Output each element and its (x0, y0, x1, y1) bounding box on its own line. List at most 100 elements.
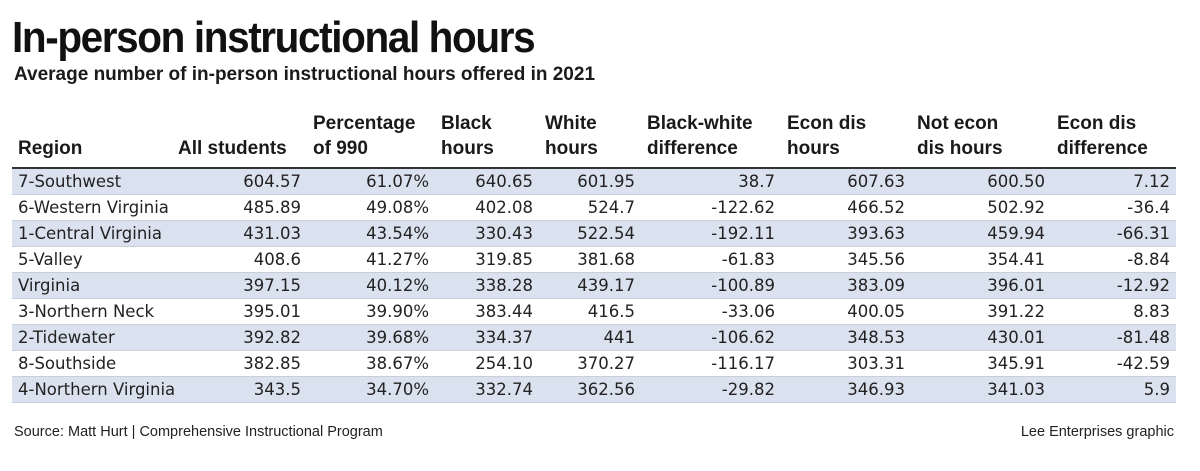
cell-black-white-difference: -29.82 (641, 376, 781, 403)
cell-econ-dis-difference: -42.59 (1051, 350, 1176, 377)
header-region: Region (12, 106, 172, 169)
cell-region: 2-Tidewater (12, 324, 172, 351)
cell-all-students: 392.82 (172, 324, 307, 351)
source-note: Source: Matt Hurt | Comprehensive Instru… (14, 424, 383, 440)
cell-econ-dis-hours: 393.63 (781, 220, 911, 247)
cell-region: 4-Northern Virginia (12, 376, 175, 403)
header-not-econ-dis-hours: Not econ dis hours (911, 106, 1051, 169)
cell-region: 8-Southside (12, 350, 172, 377)
cell-black-white-difference: -106.62 (641, 324, 781, 351)
cell-black-white-difference: -33.06 (641, 298, 781, 325)
cell-not-econ-dis-hours: 430.01 (911, 324, 1051, 351)
graphic-credit: Lee Enterprises graphic (1020, 424, 1174, 440)
cell-black-hours: 254.10 (435, 350, 539, 377)
cell-not-econ-dis-hours: 502.92 (911, 194, 1051, 221)
header-econ-dis-difference: Econ dis difference (1051, 106, 1176, 169)
cell-percentage: 49.08% (307, 194, 435, 221)
cell-region: Virginia (12, 272, 172, 299)
cell-percentage: 61.07% (307, 168, 435, 195)
header-econ-dis-hours: Econ dis hours (781, 106, 911, 169)
cell-region: 6-Western Virginia (12, 194, 172, 221)
cell-econ-dis-hours: 400.05 (781, 298, 911, 325)
cell-econ-dis-hours: 466.52 (781, 194, 911, 221)
cell-black-white-difference: 38.7 (641, 168, 781, 195)
table-row: 7-Southwest 604.57 61.07% 640.65 601.95 38.7 6… (12, 168, 1176, 195)
cell-black-hours: 402.08 (435, 194, 539, 221)
table-row: 1-Central Virginia 431.03 43.54% 330.43 522.… (12, 220, 1176, 247)
chart-title: In-person instructional hours (12, 13, 536, 62)
cell-white-hours: 381.68 (539, 246, 641, 273)
cell-econ-dis-hours: 383.09 (781, 272, 911, 299)
cell-percentage: 39.68% (307, 324, 435, 351)
cell-all-students: 604.57 (172, 168, 307, 195)
cell-percentage: 34.70% (307, 376, 435, 403)
cell-not-econ-dis-hours: 345.91 (911, 350, 1051, 377)
cell-not-econ-dis-hours: 341.03 (911, 376, 1051, 403)
cell-not-econ-dis-hours: 600.50 (911, 168, 1051, 195)
cell-region: 5-Valley (12, 246, 172, 273)
cell-black-white-difference: -61.83 (641, 246, 781, 273)
cell-econ-dis-hours: 346.93 (781, 376, 911, 403)
cell-all-students: 397.15 (172, 272, 307, 299)
cell-black-hours: 640.65 (435, 168, 539, 195)
cell-econ-dis-hours: 345.56 (781, 246, 911, 273)
cell-white-hours: 362.56 (539, 376, 641, 403)
cell-econ-dis-difference: -12.92 (1051, 272, 1176, 299)
cell-econ-dis-difference: -66.31 (1051, 220, 1176, 247)
cell-percentage: 41.27% (307, 246, 435, 273)
cell-econ-dis-difference: -8.84 (1051, 246, 1176, 273)
cell-econ-dis-difference: 7.12 (1051, 168, 1176, 195)
table-row: 6-Western Virginia 485.89 49.08% 402.08 524.… (12, 194, 1176, 221)
table-row: 8-Southside 382.85 38.67% 254.10 370.27 -116.… (12, 350, 1176, 377)
cell-black-hours: 334.37 (435, 324, 539, 351)
table-header-row: Region All students Percentage of 990 Bl… (12, 106, 1176, 169)
chart-subtitle: Average number of in-person instructiona… (14, 64, 596, 85)
table-row: 2-Tidewater 392.82 39.68% 334.37 441 -106.62 3… (12, 324, 1176, 351)
cell-black-hours: 332.74 (435, 376, 539, 403)
data-table: Region All students Percentage of 990 Bl… (12, 106, 1176, 403)
cell-econ-dis-hours: 303.31 (781, 350, 911, 377)
header-black-hours: Black hours (435, 106, 539, 169)
cell-black-white-difference: -100.89 (641, 272, 781, 299)
cell-region: 1-Central Virginia (12, 220, 172, 247)
cell-econ-dis-difference: -36.4 (1051, 194, 1176, 221)
cell-region: 3-Northern Neck (12, 298, 172, 325)
cell-all-students: 408.6 (172, 246, 307, 273)
table-body: 7-Southwest 604.57 61.07% 640.65 601.95 38.7 6… (12, 168, 1176, 403)
cell-econ-dis-difference: -81.48 (1051, 324, 1176, 351)
header-white-hours: White hours (539, 106, 641, 169)
cell-econ-dis-difference: 5.9 (1051, 376, 1176, 403)
cell-black-white-difference: -122.62 (641, 194, 781, 221)
cell-all-students: 343.5 (172, 376, 307, 403)
cell-black-white-difference: -192.11 (641, 220, 781, 247)
cell-all-students: 431.03 (172, 220, 307, 247)
header-all-students: All students (172, 106, 307, 169)
cell-all-students: 485.89 (172, 194, 307, 221)
cell-white-hours: 441 (539, 324, 641, 351)
cell-white-hours: 416.5 (539, 298, 641, 325)
cell-white-hours: 439.17 (539, 272, 641, 299)
table-row: 3-Northern Neck 395.01 39.90% 383.44 416.5 -3… (12, 298, 1176, 325)
cell-not-econ-dis-hours: 391.22 (911, 298, 1051, 325)
cell-white-hours: 601.95 (539, 168, 641, 195)
cell-black-white-difference: -116.17 (641, 350, 781, 377)
header-percentage: Percentage of 990 (307, 106, 435, 169)
cell-econ-dis-hours: 607.63 (781, 168, 911, 195)
cell-black-hours: 338.28 (435, 272, 539, 299)
cell-not-econ-dis-hours: 354.41 (911, 246, 1051, 273)
cell-white-hours: 522.54 (539, 220, 641, 247)
cell-white-hours: 370.27 (539, 350, 641, 377)
cell-not-econ-dis-hours: 396.01 (911, 272, 1051, 299)
table-row: Virginia 397.15 40.12% 338.28 439.17 -100.89 3… (12, 272, 1176, 299)
cell-black-hours: 319.85 (435, 246, 539, 273)
table-row: 5-Valley 408.6 41.27% 319.85 381.68 -61.83 345… (12, 246, 1176, 273)
cell-percentage: 43.54% (307, 220, 435, 247)
cell-white-hours: 524.7 (539, 194, 641, 221)
cell-black-hours: 383.44 (435, 298, 539, 325)
table-row: 4-Northern Virginia 343.5 34.70% 332.74 362.… (12, 376, 1176, 403)
cell-percentage: 39.90% (307, 298, 435, 325)
cell-all-students: 395.01 (172, 298, 307, 325)
cell-econ-dis-hours: 348.53 (781, 324, 911, 351)
cell-percentage: 40.12% (307, 272, 435, 299)
cell-black-hours: 330.43 (435, 220, 539, 247)
